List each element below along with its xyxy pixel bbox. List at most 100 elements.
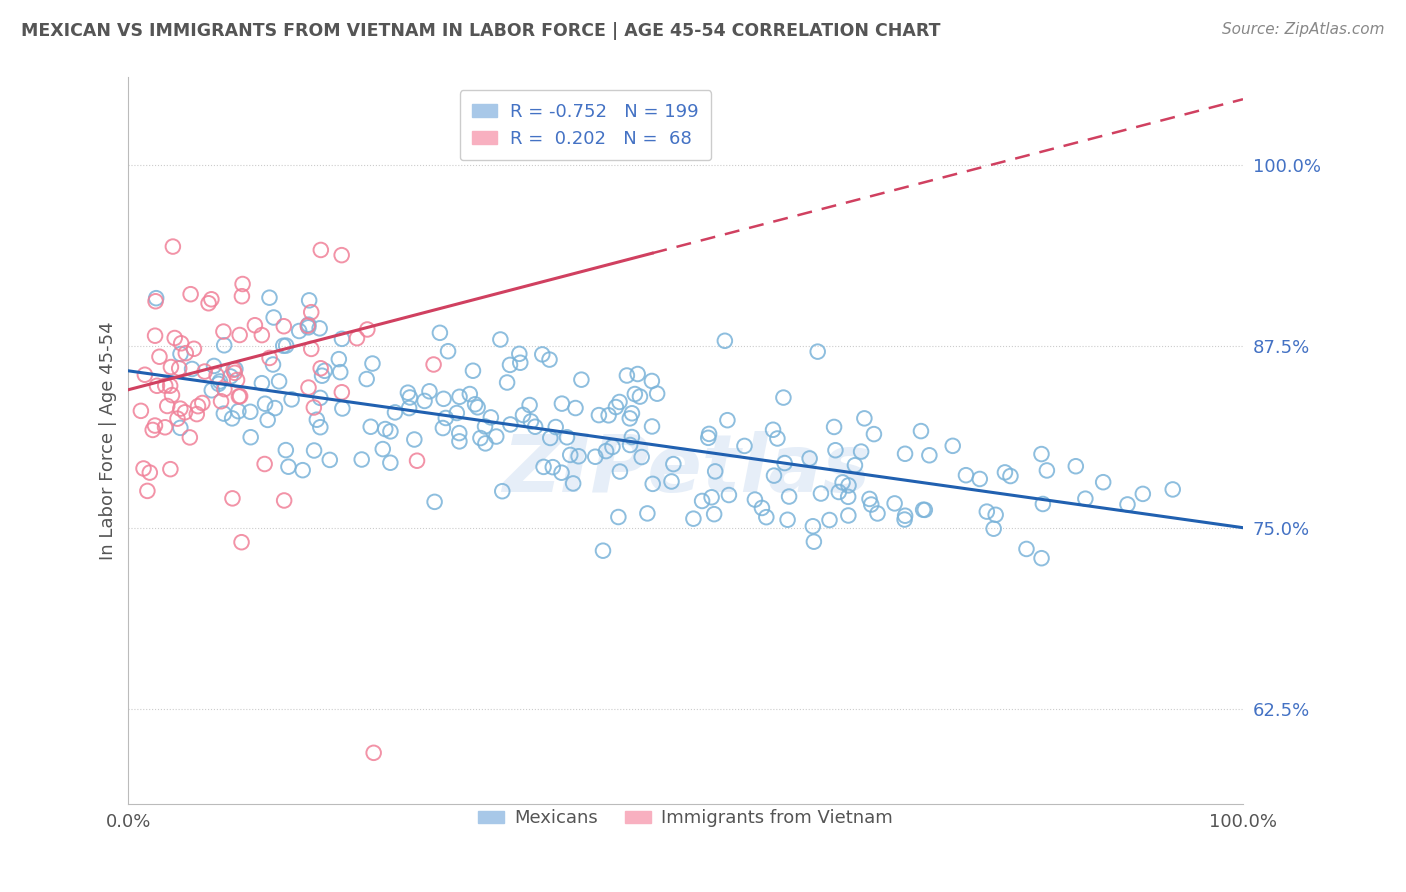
Point [363,746,385,760]
Point [180,287,202,301]
Point [533,459,555,474]
Point [837,478,859,492]
Point [1036,463,1059,477]
Point [356,322,378,336]
Point [166,411,188,425]
Point [636,507,658,521]
Point [226,373,249,387]
Point [994,466,1017,480]
Point [429,326,451,340]
Point [1092,475,1115,490]
Point [799,451,821,466]
Point [508,347,530,361]
Point [302,401,325,415]
Point [538,352,561,367]
Point [277,459,299,474]
Point [512,408,534,422]
Point [763,468,786,483]
Point [148,350,170,364]
Point [163,331,186,345]
Point [893,512,915,526]
Point [243,318,266,333]
Point [205,368,228,383]
Point [491,484,513,499]
Point [380,425,402,439]
Point [142,423,165,437]
Point [186,407,208,421]
Point [520,414,543,428]
Point [269,375,291,389]
Point [499,358,522,372]
Point [766,432,789,446]
Point [509,356,531,370]
Point [849,444,872,458]
Point [449,390,471,404]
Point [423,495,446,509]
Point [280,392,302,407]
Point [744,492,766,507]
Point [984,508,1007,522]
Point [302,443,325,458]
Point [823,420,845,434]
Point [232,277,254,291]
Point [219,369,242,384]
Point [239,405,262,419]
Point [437,344,460,359]
Point [380,456,402,470]
Text: MEXICAN VS IMMIGRANTS FROM VIETNAM IN LABOR FORCE | AGE 45-54 CORRELATION CHART: MEXICAN VS IMMIGRANTS FROM VIETNAM IN LA… [21,22,941,40]
Point [297,320,319,334]
Point [751,500,773,515]
Point [449,434,471,449]
Point [314,364,336,378]
Point [201,384,224,398]
Point [1116,498,1139,512]
Point [810,486,832,500]
Point [1074,491,1097,506]
Point [181,362,204,376]
Point [1132,487,1154,501]
Point [969,472,991,486]
Point [531,347,554,361]
Point [595,444,617,458]
Point [983,522,1005,536]
Point [619,438,641,452]
Point [297,381,319,395]
Point [259,351,281,365]
Point [773,456,796,470]
Point [801,519,824,533]
Point [212,407,235,421]
Point [609,395,631,409]
Point [461,364,484,378]
Point [256,413,278,427]
Point [309,391,332,405]
Point [143,418,166,433]
Point [250,376,273,391]
Point [404,433,426,447]
Point [187,399,209,413]
Point [697,426,720,441]
Point [541,460,564,475]
Point [598,409,620,423]
Point [914,503,936,517]
Point [262,358,284,372]
Point [858,491,880,506]
Point [499,417,522,432]
Point [620,430,643,444]
Point [160,359,183,374]
Point [434,411,457,425]
Point [311,368,333,383]
Point [605,400,627,414]
Point [910,424,932,438]
Point [818,513,841,527]
Point [332,401,354,416]
Point [146,378,169,392]
Point [228,328,250,343]
Point [620,406,643,420]
Point [418,384,440,399]
Point [568,450,591,464]
Point [485,429,508,443]
Point [641,419,664,434]
Point [562,476,585,491]
Point [955,468,977,483]
Point [700,490,723,504]
